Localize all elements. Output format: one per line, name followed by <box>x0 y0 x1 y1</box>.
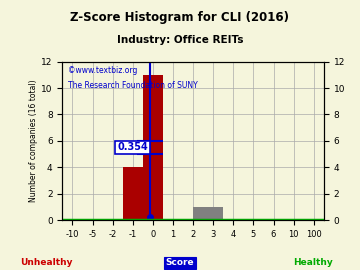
Bar <box>143 75 163 220</box>
Bar <box>123 167 143 220</box>
Text: Unhealthy: Unhealthy <box>21 258 73 267</box>
Text: The Research Foundation of SUNY: The Research Foundation of SUNY <box>68 81 197 90</box>
Y-axis label: Number of companies (16 total): Number of companies (16 total) <box>30 80 39 202</box>
Text: Z-Score Histogram for CLI (2016): Z-Score Histogram for CLI (2016) <box>71 11 289 24</box>
Text: ©www.textbiz.org: ©www.textbiz.org <box>68 66 137 75</box>
Text: Industry: Office REITs: Industry: Office REITs <box>117 35 243 45</box>
Text: Score: Score <box>166 258 194 267</box>
Bar <box>193 207 223 220</box>
Text: 0.354: 0.354 <box>117 143 148 153</box>
Text: Healthy: Healthy <box>293 258 333 267</box>
